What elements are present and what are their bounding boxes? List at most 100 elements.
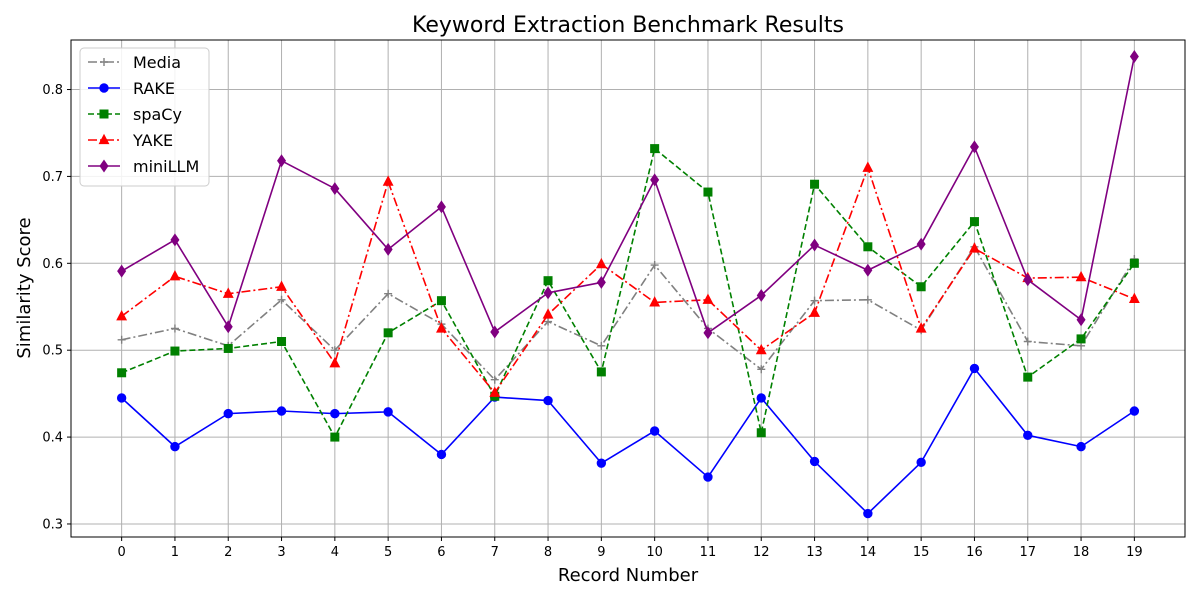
x-tick-label: 18 — [1073, 545, 1090, 560]
x-tick-label: 16 — [966, 545, 983, 560]
rake-data-point — [756, 393, 766, 403]
x-tick-label: 0 — [117, 545, 125, 560]
legend-spacy-data-point — [99, 109, 109, 119]
x-tick-label: 6 — [437, 545, 445, 560]
minillm-data-point — [1129, 50, 1139, 63]
spacy-data-point — [756, 428, 766, 438]
yake-data-point — [1075, 270, 1087, 282]
rake-data-point — [1076, 441, 1086, 452]
x-tick-label: 3 — [277, 545, 285, 560]
minillm-data-point — [969, 140, 979, 154]
rake-data-point — [436, 449, 447, 460]
x-tick-label: 14 — [860, 545, 877, 560]
y-axis-title: Similarity Score — [14, 217, 35, 358]
minillm-data-point — [810, 238, 820, 252]
minillm-data-point — [596, 275, 606, 289]
x-tick-label: 1 — [171, 545, 179, 560]
media-data-point — [277, 295, 286, 304]
legend-item-rake: RAKE — [88, 79, 175, 98]
yake-data-point — [595, 257, 607, 269]
legend-rake-data-point — [99, 83, 109, 93]
spacy-data-point — [1023, 372, 1033, 382]
plot-frame — [70, 39, 1186, 538]
spacy-data-point — [1076, 334, 1086, 344]
minillm-data-point — [383, 242, 393, 256]
x-tick-label: 15 — [913, 545, 930, 560]
yake-data-point — [276, 280, 287, 291]
spacy-data-point — [810, 179, 820, 189]
x-tick-label: 2 — [224, 545, 232, 560]
series-group — [116, 50, 1140, 519]
yake-data-point — [862, 161, 874, 172]
x-tick-label: 11 — [700, 545, 717, 560]
media-data-point — [1023, 337, 1032, 346]
yake-data-point — [809, 306, 820, 317]
minillm-data-point — [543, 286, 553, 300]
legend-label-rake: RAKE — [133, 79, 175, 98]
x-tick-label: 8 — [544, 545, 552, 560]
x-tick-label: 5 — [384, 545, 392, 560]
minillm-data-point — [1023, 273, 1033, 287]
minillm-data-point — [703, 326, 713, 340]
rake-data-point — [116, 393, 127, 403]
legend-minillm-data-point — [99, 159, 109, 173]
series-yake — [116, 161, 1140, 397]
minillm-data-point — [330, 182, 340, 196]
rake-data-point — [276, 406, 287, 416]
x-tick-label: 12 — [753, 545, 770, 560]
yake-data-point — [169, 270, 181, 281]
legend: Media RAKE spaCy YAKE miniLLM — [79, 47, 210, 187]
x-tick-label: 9 — [597, 545, 605, 560]
minillm-data-point — [756, 288, 766, 302]
x-tick-label: 13 — [806, 545, 823, 560]
y-tick-label: 0.6 — [42, 257, 63, 272]
spacy-data-point — [1129, 258, 1139, 268]
rake-data-point — [330, 408, 340, 419]
minillm-data-point — [650, 173, 660, 187]
legend-label-spacy: spaCy — [133, 105, 182, 124]
minillm-data-point — [916, 237, 926, 251]
minillm-data-point — [170, 233, 180, 247]
y-tick-label: 0.8 — [42, 83, 63, 98]
spacy-data-point — [223, 343, 233, 353]
x-tick-label: 7 — [491, 545, 499, 560]
yake-data-point — [382, 175, 394, 186]
yake-data-point — [329, 356, 341, 368]
minillm-data-point — [436, 200, 446, 214]
spacy-data-point — [703, 187, 713, 197]
media-data-point — [650, 261, 659, 270]
media-data-point — [810, 296, 819, 305]
yake-data-point — [222, 287, 234, 298]
media-data-point — [384, 289, 393, 298]
media-data-point — [490, 375, 499, 384]
spacy-data-point — [650, 144, 660, 154]
spacy-data-point — [436, 296, 446, 306]
series-rake — [116, 363, 1140, 519]
axes: 0 1 2 3 4 5 6 7 8 9 10 11 12 13 14 15 16 17 18 190.30.40.50… — [42, 83, 1142, 560]
rake-data-point — [170, 441, 180, 452]
x-tick-label: 17 — [1019, 545, 1036, 560]
rake-data-point — [543, 395, 553, 406]
rake-data-point — [809, 456, 820, 467]
yake-data-point — [489, 386, 501, 397]
media-data-point — [757, 365, 766, 374]
spacy-data-point — [969, 217, 979, 227]
media-data-point — [544, 317, 553, 326]
legend-box — [79, 47, 210, 187]
x-tick-label: 4 — [331, 545, 339, 560]
minillm-data-point — [223, 320, 233, 334]
minillm-data-point — [490, 325, 500, 339]
series-line-spacy — [121, 147, 1136, 438]
spacy-data-point — [916, 282, 926, 292]
yake-data-point — [915, 322, 927, 333]
media-data-point — [117, 335, 126, 344]
spacy-data-point — [596, 367, 606, 377]
series-line-yake — [121, 166, 1135, 394]
legend-label-minillm: miniLLM — [133, 157, 199, 176]
legend-item-media: Media — [88, 53, 181, 72]
series-spacy — [117, 144, 1139, 442]
rake-data-point — [1023, 430, 1033, 441]
legend-label-yake: YAKE — [132, 131, 173, 150]
minillm-data-point — [277, 154, 287, 168]
